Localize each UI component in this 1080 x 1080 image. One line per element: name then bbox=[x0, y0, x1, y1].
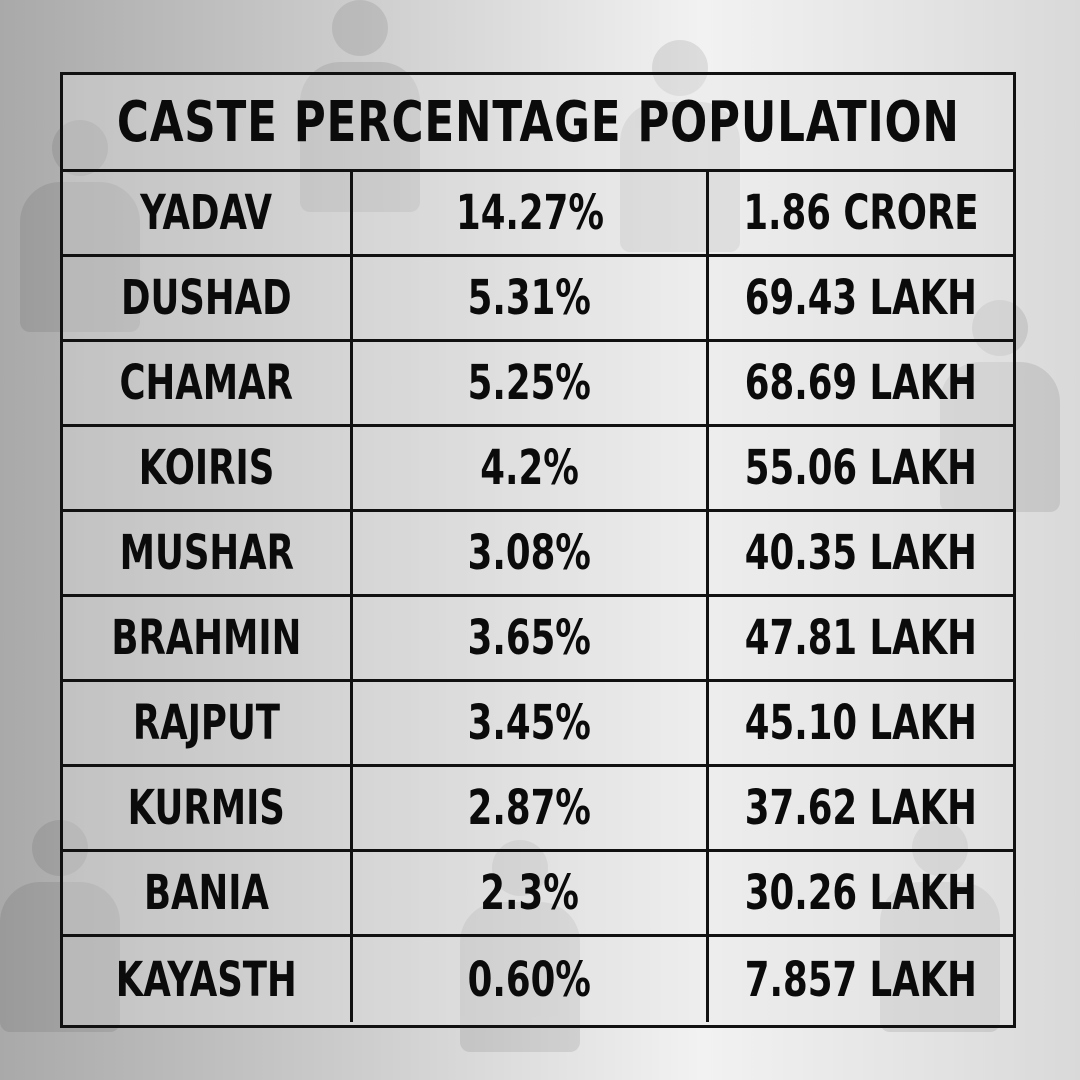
caste-cell-text: KOIRIS bbox=[138, 440, 275, 496]
population-cell-text: 55.06 LAKH bbox=[744, 440, 978, 496]
population-cell: 37.62 LAKH bbox=[709, 767, 1013, 849]
percentage-cell-text: 2.87% bbox=[467, 780, 592, 836]
table-row: BRAHMIN 3.65% 47.81 LAKH bbox=[63, 597, 1013, 682]
table-row: KURMIS 2.87% 37.62 LAKH bbox=[63, 767, 1013, 852]
table-row: BANIA 2.3% 30.26 LAKH bbox=[63, 852, 1013, 937]
percentage-cell: 3.45% bbox=[353, 682, 709, 764]
percentage-cell: 4.2% bbox=[353, 427, 709, 509]
table-title: CASTE PERCENTAGE POPULATION bbox=[116, 89, 960, 155]
table-title-row: CASTE PERCENTAGE POPULATION bbox=[63, 75, 1013, 172]
population-cell-text: 37.62 LAKH bbox=[744, 780, 978, 836]
percentage-cell-text: 4.2% bbox=[480, 440, 579, 496]
person-silhouette-icon bbox=[300, 0, 420, 220]
population-cell: 55.06 LAKH bbox=[709, 427, 1013, 509]
population-cell-text: 30.26 LAKH bbox=[744, 865, 978, 921]
table-row: YADAV 14.27% 1.86 CRORE bbox=[63, 172, 1013, 257]
population-cell: 68.69 LAKH bbox=[709, 342, 1013, 424]
percentage-cell: 3.08% bbox=[353, 512, 709, 594]
population-cell-text: 45.10 LAKH bbox=[744, 695, 978, 751]
table-row: KAYASTH 0.60% 7.857 LAKH bbox=[63, 937, 1013, 1022]
person-silhouette-icon bbox=[940, 300, 1060, 520]
caste-cell: RAJPUT bbox=[63, 682, 353, 764]
caste-cell-text: KURMIS bbox=[127, 780, 286, 836]
caste-cell-text: RAJPUT bbox=[132, 695, 281, 751]
caste-cell: KOIRIS bbox=[63, 427, 353, 509]
population-cell-text: 68.69 LAKH bbox=[744, 355, 978, 411]
percentage-cell-text: 3.45% bbox=[467, 695, 592, 751]
caste-cell: BANIA bbox=[63, 852, 353, 934]
population-cell: 1.86 CRORE bbox=[709, 172, 1013, 254]
caste-cell-text: DUSHAD bbox=[121, 270, 292, 326]
caste-cell: MUSHAR bbox=[63, 512, 353, 594]
population-cell-text: 69.43 LAKH bbox=[744, 270, 978, 326]
population-cell: 47.81 LAKH bbox=[709, 597, 1013, 679]
population-cell: 30.26 LAKH bbox=[709, 852, 1013, 934]
table-body: YADAV 14.27% 1.86 CRORE DUSHAD 5.31% 69.43 LA… bbox=[63, 172, 1013, 1022]
population-cell-text: 7.857 LAKH bbox=[744, 951, 978, 1008]
percentage-cell-text: 3.65% bbox=[467, 610, 592, 666]
table-row: KOIRIS 4.2% 55.06 LAKH bbox=[63, 427, 1013, 512]
caste-cell-text: BANIA bbox=[143, 865, 269, 921]
percentage-cell-text: 3.08% bbox=[467, 525, 592, 581]
population-cell-text: 47.81 LAKH bbox=[744, 610, 978, 666]
caste-cell: CHAMAR bbox=[63, 342, 353, 424]
population-cell-text: 40.35 LAKH bbox=[744, 525, 978, 581]
person-silhouette-icon bbox=[880, 820, 1000, 1040]
population-cell: 40.35 LAKH bbox=[709, 512, 1013, 594]
percentage-cell: 0.60% bbox=[353, 937, 709, 1022]
caste-cell-text: KAYASTH bbox=[116, 951, 297, 1008]
percentage-cell-text: 2.3% bbox=[480, 865, 579, 921]
caste-cell: YADAV bbox=[63, 172, 353, 254]
table-row: CHAMAR 5.25% 68.69 LAKH bbox=[63, 342, 1013, 427]
caste-cell-text: MUSHAR bbox=[119, 525, 294, 581]
person-silhouette-icon bbox=[620, 40, 740, 260]
percentage-cell: 2.87% bbox=[353, 767, 709, 849]
population-cell-text: 1.86 CRORE bbox=[743, 185, 979, 241]
caste-cell: KAYASTH bbox=[63, 937, 353, 1022]
percentage-cell: 5.25% bbox=[353, 342, 709, 424]
percentage-cell: 5.31% bbox=[353, 257, 709, 339]
table-row: RAJPUT 3.45% 45.10 LAKH bbox=[63, 682, 1013, 767]
table-row: DUSHAD 5.31% 69.43 LAKH bbox=[63, 257, 1013, 342]
person-silhouette-icon bbox=[20, 120, 140, 340]
caste-cell: BRAHMIN bbox=[63, 597, 353, 679]
caste-cell: KURMIS bbox=[63, 767, 353, 849]
caste-population-table: CASTE PERCENTAGE POPULATION YADAV 14.27% 1… bbox=[60, 72, 1016, 1028]
caste-cell-text: CHAMAR bbox=[119, 355, 294, 411]
percentage-cell: 3.65% bbox=[353, 597, 709, 679]
caste-cell-text: YADAV bbox=[140, 185, 273, 241]
population-cell: 69.43 LAKH bbox=[709, 257, 1013, 339]
percentage-cell-text: 0.60% bbox=[467, 951, 592, 1008]
percentage-cell-text: 5.31% bbox=[467, 270, 592, 326]
caste-cell: DUSHAD bbox=[63, 257, 353, 339]
table-row: MUSHAR 3.08% 40.35 LAKH bbox=[63, 512, 1013, 597]
population-cell: 45.10 LAKH bbox=[709, 682, 1013, 764]
percentage-cell-text: 14.27% bbox=[455, 185, 604, 241]
caste-cell-text: BRAHMIN bbox=[111, 610, 302, 666]
percentage-cell: 2.3% bbox=[353, 852, 709, 934]
population-cell: 7.857 LAKH bbox=[709, 937, 1013, 1022]
percentage-cell: 14.27% bbox=[353, 172, 709, 254]
percentage-cell-text: 5.25% bbox=[467, 355, 592, 411]
